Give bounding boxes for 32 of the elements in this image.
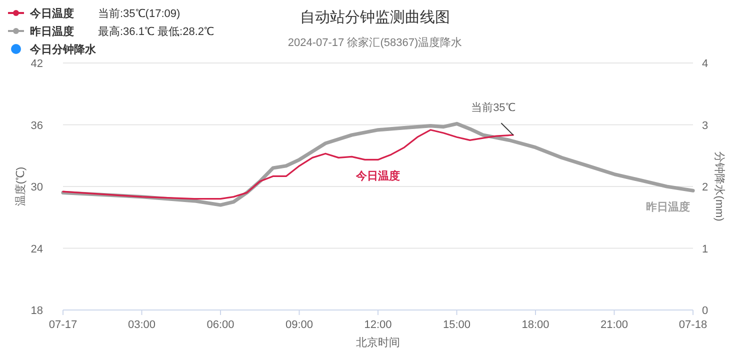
y-tick-label: 18 [30,305,43,317]
x-tick-label: 06:00 [206,319,234,331]
x-tick-label: 07-17 [48,319,78,331]
text: 最高:36.1℃ 最低:28.2℃ [98,25,214,38]
y-axis-title: 温度(℃) [14,166,27,206]
y2-tick-label: 2 [702,182,708,194]
y2-tick-label: 3 [702,120,708,132]
x-tick-label: 12:00 [364,319,392,331]
y2-tick-label: 4 [702,58,708,70]
chart-title: 自动站分钟监测曲线图 [300,9,450,26]
x-tick-label: 07-18 [678,319,708,331]
x-tick-label: 21:00 [600,319,628,331]
y2-tick-label: 0 [702,305,708,317]
legend-label: 今日分钟降水 [29,43,97,56]
y2-tick-label: 1 [702,243,708,256]
x-axis-title: 北京时间 [356,336,400,349]
legend-label: 今日温度 [29,7,74,20]
text: 昨日温度 [646,202,690,214]
y-tick-label: 36 [30,120,43,132]
y-tick-label: 30 [30,182,43,194]
y-tick-label: 42 [30,58,43,70]
x-tick-label: 03:00 [128,319,156,331]
y2-axis-title: 分钟降水(mm) [713,152,726,222]
x-tick-label: 09:00 [285,319,314,331]
x-tick-label: 15:00 [442,319,471,331]
y-tick-label: 24 [30,243,43,256]
chart-subtitle: 2024-07-17 徐家汇(58367)温度降水 [288,36,462,49]
legend-label: 昨日温度 [30,25,74,38]
text: 当前:35℃(17:09) [98,8,180,20]
x-tick-label: 18:00 [522,319,550,331]
annotation: 当前35℃ [471,102,516,114]
text: 今日温度 [356,170,400,183]
